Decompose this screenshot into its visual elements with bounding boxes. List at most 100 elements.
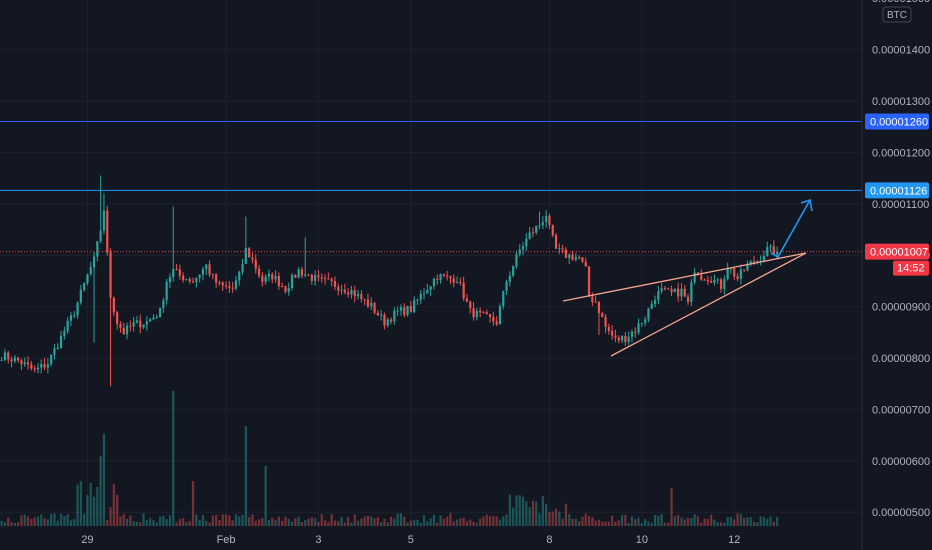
candle-body	[485, 312, 488, 314]
candle-body	[498, 306, 502, 325]
candle-body	[591, 296, 594, 302]
volume-bar	[208, 522, 211, 526]
candle-body	[502, 291, 505, 307]
candle-body	[370, 303, 373, 307]
candle	[597, 300, 601, 335]
volume-bar	[769, 516, 772, 526]
candle	[426, 284, 429, 294]
volume-bar	[155, 522, 158, 526]
volume-bar	[716, 522, 719, 526]
candle	[106, 205, 109, 256]
candle-body	[102, 210, 106, 231]
candle	[109, 248, 112, 387]
candle-body	[776, 251, 779, 255]
volume-bar	[653, 514, 657, 526]
candle-body	[63, 331, 66, 336]
candle-body	[630, 331, 634, 337]
candle	[479, 307, 482, 318]
volume-bar	[406, 522, 409, 526]
candle	[541, 216, 544, 230]
candle	[568, 253, 571, 264]
candle	[673, 288, 676, 293]
candle	[766, 241, 769, 257]
projection-arrow-path[interactable]	[770, 199, 811, 259]
volume-bar	[766, 518, 769, 526]
candle-body	[251, 257, 254, 260]
candle-body	[472, 308, 475, 318]
volume-bar	[370, 516, 373, 526]
volume-bar	[307, 518, 310, 526]
candle-body	[356, 294, 360, 297]
candle	[733, 266, 736, 281]
candle	[617, 335, 620, 344]
candle-body	[152, 317, 155, 320]
volume-bar	[660, 513, 663, 526]
candle-body	[743, 269, 746, 271]
candle-body	[766, 247, 769, 256]
candle	[551, 224, 554, 238]
candle-body	[30, 364, 33, 369]
volume-bar	[333, 520, 337, 526]
candle-body	[139, 320, 142, 328]
candle	[188, 277, 191, 284]
candle-body	[205, 264, 208, 270]
volume-bar	[498, 519, 502, 526]
candle-body	[637, 323, 640, 333]
candle	[208, 260, 211, 278]
candle	[152, 314, 155, 321]
candle-body	[376, 312, 379, 316]
price-tick-label: 0.00000900	[872, 302, 930, 314]
volume-bar	[561, 518, 564, 526]
volume-bar	[733, 519, 736, 526]
volume-bar	[211, 515, 214, 526]
wedge-lower-trendline[interactable]	[610, 252, 807, 357]
candle	[538, 211, 541, 230]
candle	[56, 343, 59, 350]
candle	[772, 240, 775, 255]
volume-bar	[614, 521, 617, 526]
candle-body	[281, 286, 284, 288]
volume-bar	[743, 517, 746, 526]
time-axis[interactable]: 29 Feb 3 5 8 10 12	[81, 534, 740, 546]
time-tick-label: 29	[81, 534, 93, 546]
candle-body	[106, 210, 109, 253]
candle	[370, 297, 373, 310]
candle-body	[314, 275, 317, 281]
volume-bar	[429, 518, 432, 526]
volume-bar	[393, 518, 396, 526]
candle-body	[248, 248, 251, 258]
candlesticks	[0, 175, 779, 387]
currency-unit-badge[interactable]: BTC	[882, 6, 912, 23]
volume-bar	[185, 522, 188, 526]
volume-bar	[17, 522, 20, 526]
volume-bar	[739, 514, 742, 526]
price-tick-label: 0.00001300	[872, 96, 930, 108]
volume-bar	[26, 516, 30, 526]
candle	[205, 264, 208, 276]
volume-bar	[86, 495, 89, 526]
candle-body	[436, 279, 439, 281]
volume-bar	[314, 518, 317, 526]
candle-body	[581, 257, 584, 262]
volume-bar	[403, 516, 406, 526]
volume-bar	[356, 520, 360, 526]
volume-bar	[23, 514, 26, 526]
candle	[429, 285, 432, 296]
candle-body	[558, 248, 561, 250]
candle-body	[86, 274, 89, 284]
volume-bar	[343, 522, 346, 526]
volume-bar	[175, 522, 178, 526]
candle	[512, 265, 515, 278]
candle-body	[92, 256, 96, 268]
volume-bar	[686, 517, 690, 526]
candle	[713, 274, 716, 286]
candle	[706, 276, 709, 286]
candle-body	[373, 303, 376, 313]
candle	[178, 264, 181, 280]
volume-bar	[33, 517, 36, 526]
candle	[7, 350, 10, 364]
wedge-upper-trendline[interactable]	[562, 252, 807, 302]
candle	[442, 273, 445, 278]
volume-bar	[142, 513, 145, 526]
